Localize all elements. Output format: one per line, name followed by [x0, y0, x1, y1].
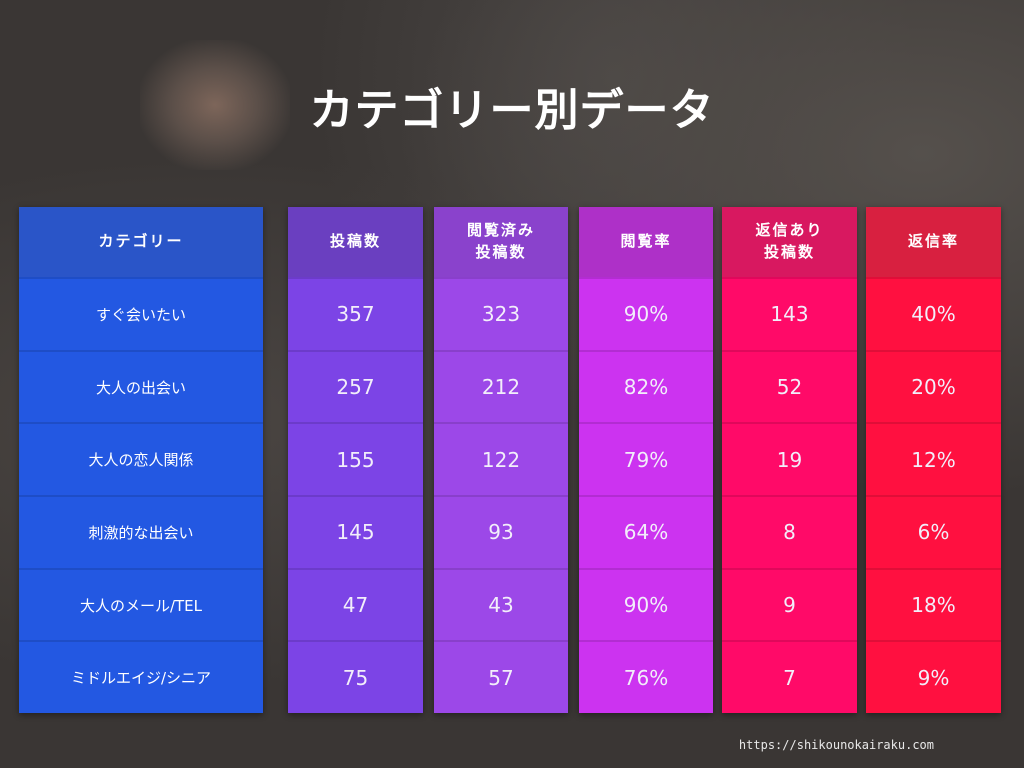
table-cell-posts: 257 [288, 349, 423, 423]
table-cell-category: 大人の出会い [19, 349, 263, 423]
column-header: 閲覧済み 投稿数 [434, 207, 568, 277]
table-cell-viewed-posts: 212 [434, 349, 568, 423]
table-cell-posts: 47 [288, 567, 423, 641]
table-cell-category: すぐ会いたい [19, 277, 263, 350]
table-cell-reply-rate: 18% [866, 567, 1001, 641]
table-cell-reply-rate: 40% [866, 277, 1001, 350]
table-cell-viewed-posts: 43 [434, 567, 568, 641]
table-cell-posts: 75 [288, 640, 423, 713]
table-cell-category: 大人の恋人関係 [19, 422, 263, 495]
column-header: 投稿数 [288, 207, 423, 277]
table-cell-replied-posts: 19 [722, 422, 857, 495]
table-cell-view-rate: 90% [579, 277, 713, 350]
page-title: カテゴリー別データ [309, 85, 715, 136]
table-cell-view-rate: 64% [579, 495, 713, 568]
blurred-background-photo [140, 40, 290, 170]
table-cell-category: ミドルエイジ/シニア [19, 640, 263, 713]
column-posts: 投稿数 357 257 155 145 47 75 [288, 207, 423, 713]
table-cell-posts: 145 [288, 495, 423, 568]
column-header: 返信率 [866, 207, 1001, 277]
table-cell-category: 刺激的な出会い [19, 495, 263, 568]
table-cell-view-rate: 90% [579, 567, 713, 641]
table-cell-category: 大人のメール/TEL [19, 567, 263, 641]
column-viewed-posts: 閲覧済み 投稿数 323 212 122 93 43 57 [434, 207, 568, 713]
site-url: https://shikounokairaku.com [738, 738, 934, 752]
table-cell-viewed-posts: 122 [434, 422, 568, 495]
table-cell-view-rate: 82% [579, 349, 713, 423]
table-cell-replied-posts: 9 [722, 567, 857, 641]
table-cell-reply-rate: 20% [866, 349, 1001, 423]
table-cell-viewed-posts: 93 [434, 495, 568, 568]
column-category: カテゴリー すぐ会いたい 大人の出会い 大人の恋人関係 刺激的な出会い 大人のメール/TE… [19, 207, 263, 713]
table-cell-replied-posts: 7 [722, 640, 857, 713]
table-cell-replied-posts: 8 [722, 495, 857, 568]
column-reply-rate: 返信率 40% 20% 12% 6% 18% 9% [866, 207, 1001, 713]
column-header: 返信あり 投稿数 [722, 207, 857, 277]
table-cell-reply-rate: 9% [866, 640, 1001, 713]
table-cell-viewed-posts: 323 [434, 277, 568, 350]
table-cell-reply-rate: 6% [866, 495, 1001, 568]
table-cell-view-rate: 79% [579, 422, 713, 495]
column-view-rate: 閲覧率 90% 82% 79% 64% 90% 76% [579, 207, 713, 713]
table-cell-replied-posts: 143 [722, 277, 857, 350]
column-replied-posts: 返信あり 投稿数 143 52 19 8 9 7 [722, 207, 857, 713]
table-cell-reply-rate: 12% [866, 422, 1001, 495]
table-cell-posts: 357 [288, 277, 423, 350]
table-cell-view-rate: 76% [579, 640, 713, 713]
table-cell-viewed-posts: 57 [434, 640, 568, 713]
table-cell-posts: 155 [288, 422, 423, 495]
table-cell-replied-posts: 52 [722, 349, 857, 423]
column-header: カテゴリー [19, 207, 263, 277]
column-header: 閲覧率 [579, 207, 713, 277]
